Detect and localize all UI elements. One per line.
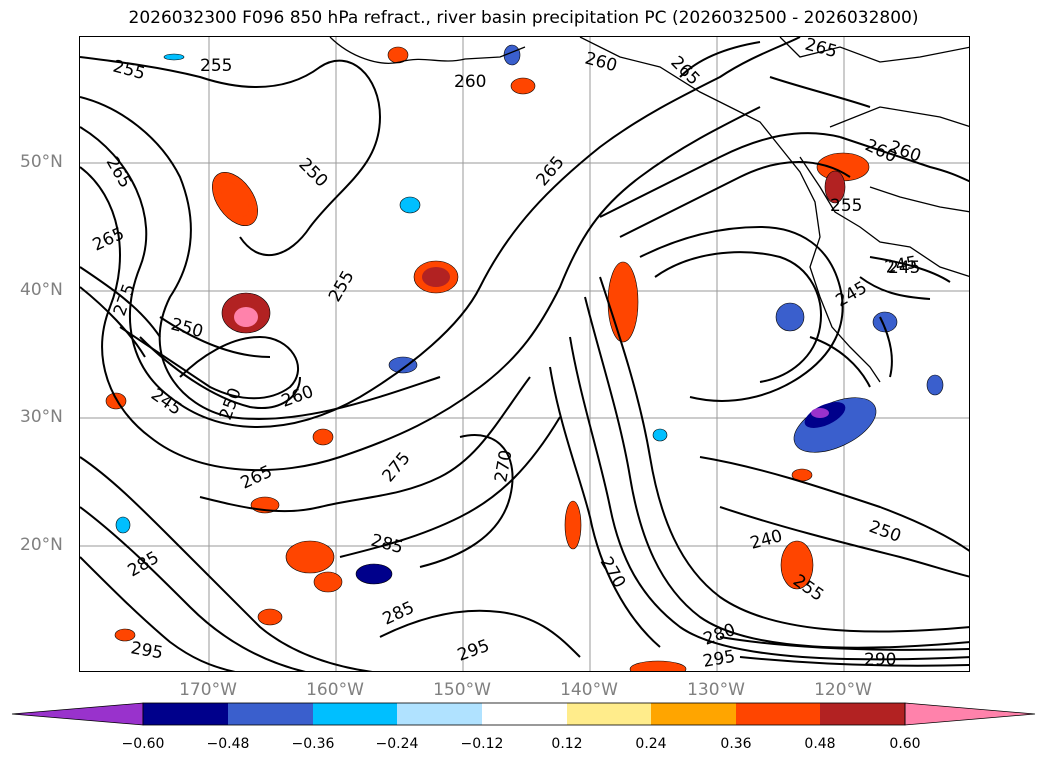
colorbar-segment	[313, 703, 397, 725]
lon-label-150w: 150°W	[433, 680, 491, 700]
contour-label: 260	[279, 382, 316, 412]
refractivity-contours	[80, 37, 969, 671]
contour-label: 295	[129, 638, 164, 663]
lon-label-170w: 170°W	[179, 680, 237, 700]
colorbar-extend-min	[11, 702, 144, 726]
colorbar-tick: −0.36	[291, 736, 335, 752]
colorbar-extend-max	[904, 702, 1036, 726]
contour-label: 295	[455, 636, 492, 666]
contour-label: 260	[583, 49, 620, 77]
contour-label: 285	[125, 548, 163, 582]
contour-label: 250	[169, 315, 206, 343]
contour-label: 255	[830, 196, 862, 216]
colorbar	[11, 702, 1036, 726]
contour-label: 250	[294, 154, 331, 191]
contour-label: 255	[325, 267, 359, 305]
contour-label: 265	[803, 37, 840, 62]
contour-label: 265	[533, 152, 569, 190]
precip-shading	[105, 44, 944, 671]
colorbar-tick: 0.24	[635, 736, 667, 752]
contour-label: 295	[701, 647, 736, 672]
contour-labels: 255 255 260 260 265 265 260 265 250 265 …	[90, 37, 924, 672]
contour-label: 285	[369, 531, 406, 559]
contour-label: 255	[200, 56, 232, 76]
contour-label: 265	[90, 224, 128, 256]
contour-label: 280	[701, 620, 738, 650]
contour-label: 290	[864, 650, 896, 670]
colorbar-segment	[482, 703, 567, 725]
contour-label: 285	[380, 598, 418, 630]
lat-label-50n: 50°N	[20, 152, 63, 172]
colorbar-tick: −0.24	[375, 736, 419, 752]
colorbar-tick: 0.12	[551, 736, 583, 752]
contour-label: 250	[866, 517, 903, 547]
lat-label-30n: 30°N	[20, 407, 63, 427]
contour-label: 265	[666, 52, 703, 89]
colorbar-tick: −0.48	[206, 736, 250, 752]
colorbar-segment	[143, 703, 228, 725]
colorbar-segment	[567, 703, 651, 725]
contour-label: 240	[748, 526, 785, 554]
contour-label: 275	[379, 448, 415, 486]
lon-label-130w: 130°W	[687, 680, 745, 700]
contour-label: 275	[110, 281, 140, 318]
colorbar-segment	[651, 703, 736, 725]
lat-label-20n: 20°N	[20, 535, 63, 555]
lon-label-160w: 160°W	[306, 680, 364, 700]
graticule	[80, 37, 969, 671]
colorbar-segment	[820, 703, 905, 725]
lon-label-140w: 140°W	[560, 680, 618, 700]
contour-label: 265	[238, 462, 276, 494]
colorbar-tick: −0.60	[121, 736, 165, 752]
colorbar-segment	[228, 703, 313, 725]
map-title: 2026032300 F096 850 hPa refract., river …	[128, 8, 919, 28]
lat-label-40n: 40°N	[20, 280, 63, 300]
contour-label: 260	[454, 72, 486, 92]
map-panel: 255 255 260 260 265 265 260 265 250 265 …	[79, 36, 970, 672]
contour-label: 255	[111, 57, 148, 85]
colorbar-tick: 0.48	[804, 736, 836, 752]
map-canvas: 255 255 260 260 265 265 260 265 250 265 …	[80, 37, 969, 672]
colorbar-tick: −0.12	[460, 736, 504, 752]
contour-label: 270	[596, 554, 630, 592]
contour-label: 245	[888, 258, 920, 278]
coastlines	[329, 37, 969, 383]
colorbar-segment	[736, 703, 820, 725]
colorbar-tick: 0.60	[889, 736, 921, 752]
lon-label-120w: 120°W	[814, 680, 872, 700]
colorbar-segment	[397, 703, 482, 725]
colorbar-tick: 0.36	[720, 736, 752, 752]
contour-label: 265	[102, 154, 136, 192]
